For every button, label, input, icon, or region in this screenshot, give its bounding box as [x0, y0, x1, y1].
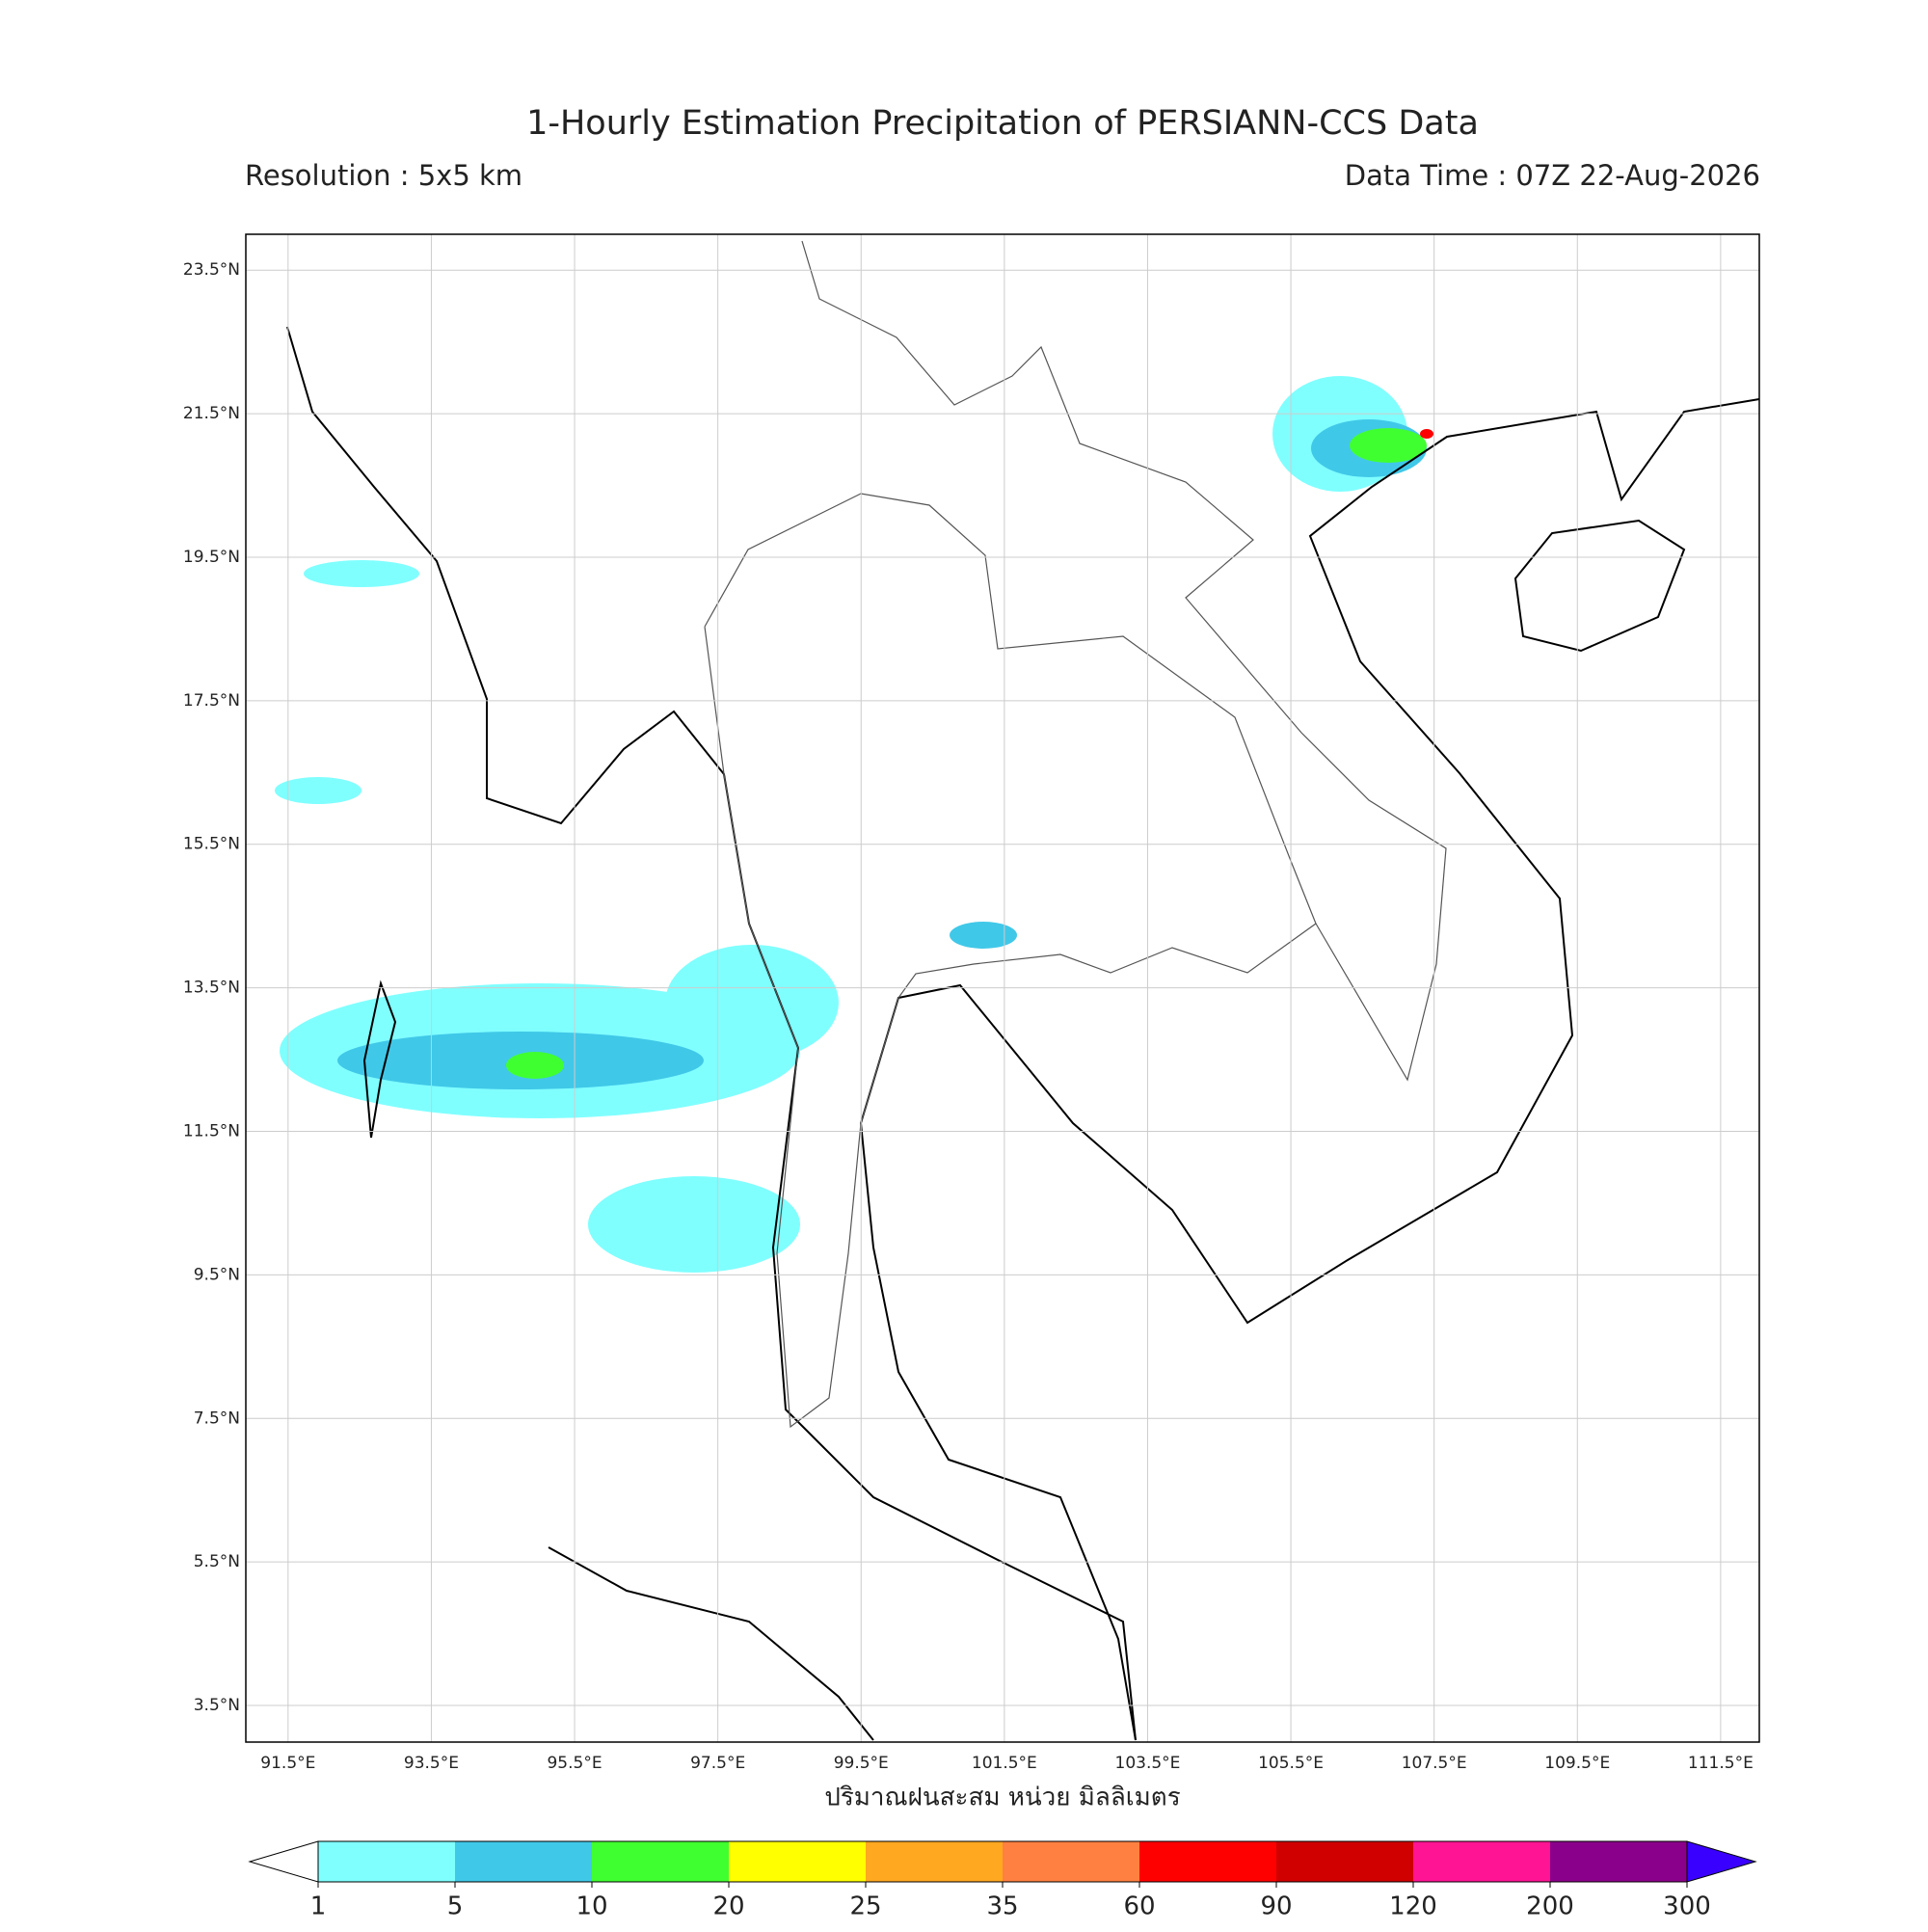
colorbar-tick-label: 25 [849, 1892, 881, 1921]
colorbar: 1 5 10 20 25 35 60 90 120 200 300 [248, 1840, 1757, 1921]
lat-tick-label: 5.5°N [194, 1552, 240, 1571]
lon-tick-label: 103.5°E [1115, 1754, 1181, 1773]
colorbar-label: ปริมาณฝนสะสม หน่วย มิลลิเมตร [824, 1784, 1180, 1812]
colorbar-segment [1550, 1841, 1688, 1882]
andaman [362, 979, 397, 1139]
colorbar-tick-label: 1 [310, 1892, 327, 1921]
colorbar-over [1686, 1840, 1757, 1883]
lat-tick-label: 23.5°N [183, 260, 240, 280]
colorbar-tick-label: 300 [1663, 1892, 1711, 1921]
colorbar-segment [1413, 1841, 1551, 1882]
data-time: Data Time : 07Z 22-Aug-2026 [1345, 159, 1760, 192]
colorbar-segment [1139, 1841, 1277, 1882]
lon-tick-label: 105.5°E [1258, 1754, 1324, 1773]
lat-tick-label: 21.5°N [183, 404, 240, 423]
lat-tick-label: 11.5°N [183, 1122, 240, 1141]
colorbar-tick-label: 120 [1389, 1892, 1437, 1921]
coastline [859, 398, 1760, 1741]
title: 1-Hourly Estimation Precipitation of PER… [526, 104, 1479, 143]
colorbar-tick-label: 60 [1123, 1892, 1155, 1921]
resolution: Resolution : 5x5 km [245, 159, 522, 192]
colorbar-tick-label: 5 [447, 1892, 464, 1921]
lat-tick-label: 13.5°N [183, 979, 240, 998]
colorbar-segment [1276, 1841, 1414, 1882]
lon-tick-label: 111.5°E [1688, 1754, 1754, 1773]
coastline [286, 326, 1137, 1741]
lon-tick-label: 91.5°E [260, 1754, 315, 1773]
lon-tick-label: 99.5°E [834, 1754, 889, 1773]
colorbar-tick-label: 20 [712, 1892, 744, 1921]
colorbar-segment [592, 1841, 730, 1882]
colorbar-under [248, 1840, 319, 1883]
lon-tick-label: 101.5°E [972, 1754, 1037, 1773]
lat-tick-label: 3.5°N [194, 1696, 240, 1715]
lon-tick-label: 97.5°E [690, 1754, 745, 1773]
colorbar-tick-label: 35 [986, 1892, 1018, 1921]
lat-tick-label: 15.5°N [183, 835, 240, 854]
colorbar-tick-label: 10 [576, 1892, 607, 1921]
rain-area [950, 922, 1017, 949]
rain-area [588, 1176, 800, 1273]
sumatra [548, 1546, 874, 1741]
lat-tick-label: 19.5°N [183, 548, 240, 567]
precipitation-field [275, 376, 1433, 1273]
thailand-border [704, 493, 1317, 1429]
rain-area [1420, 429, 1433, 439]
rain-area [506, 1052, 564, 1079]
coastlines [286, 326, 1760, 1741]
rain-area [1350, 428, 1427, 463]
colorbar-tick-label: 200 [1526, 1892, 1574, 1921]
lon-tick-label: 109.5°E [1544, 1754, 1610, 1773]
country-border [801, 240, 1447, 1082]
rain-area [304, 560, 419, 587]
colorbar-segment [455, 1841, 593, 1882]
graticule: 23.5°N 21.5°N 19.5°N 17.5°N 15.5°N 13.5°N 11.5… [183, 234, 1759, 1773]
lon-tick-label: 95.5°E [547, 1754, 602, 1773]
lon-tick-label: 93.5°E [404, 1754, 459, 1773]
lat-tick-label: 17.5°N [183, 691, 240, 711]
rain-area [275, 777, 362, 804]
colorbar-segment [729, 1841, 867, 1882]
rain-area [665, 945, 839, 1060]
colorbar-tick-label: 90 [1260, 1892, 1292, 1921]
lat-tick-label: 7.5°N [194, 1409, 240, 1428]
colorbar-segment [318, 1841, 456, 1882]
map-frame [245, 233, 1760, 1743]
colorbar-segment [1003, 1841, 1140, 1882]
hainan [1513, 519, 1686, 653]
lat-tick-label: 9.5°N [194, 1265, 240, 1284]
colorbar-segment [866, 1841, 1004, 1882]
lon-tick-label: 107.5°E [1402, 1754, 1467, 1773]
